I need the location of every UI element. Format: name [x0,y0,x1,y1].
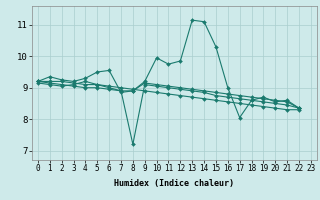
X-axis label: Humidex (Indice chaleur): Humidex (Indice chaleur) [115,179,234,188]
